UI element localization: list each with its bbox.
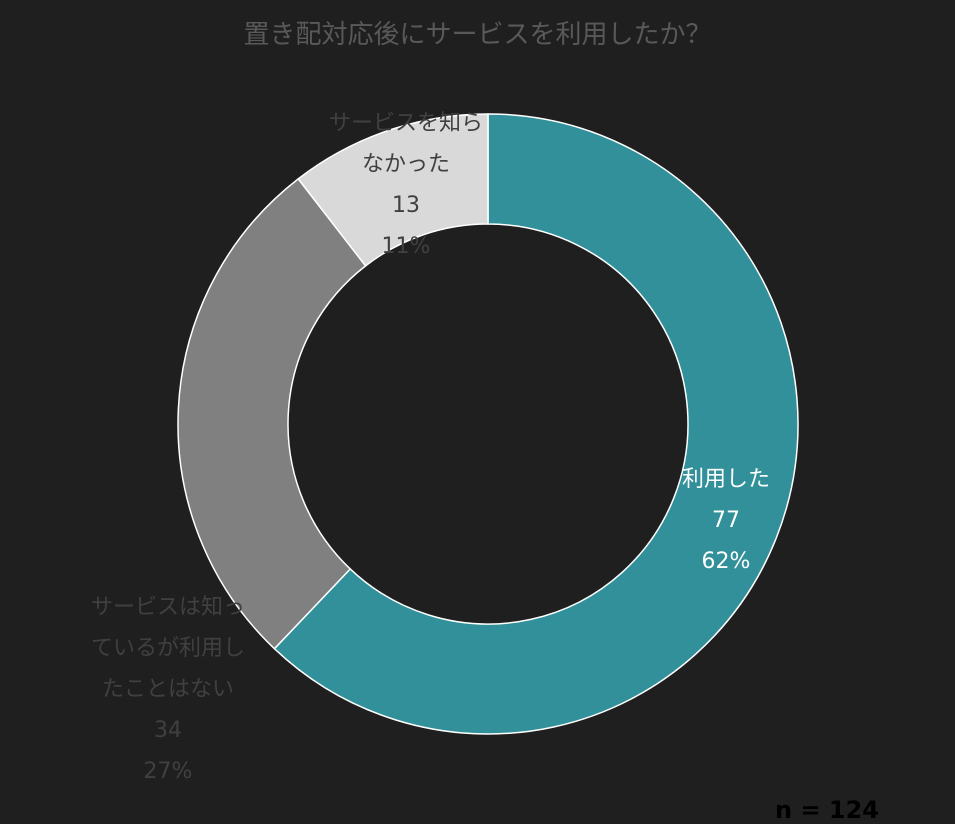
slice-label-line: サービスを知ら	[329, 111, 483, 136]
slice-label-1: サービスは知っているが利用したことはない 34 27%	[91, 595, 245, 784]
slice-labels: 利用した 77 62% サービスは知っているが利用したことはない 34 27% サービスを知…	[91, 111, 770, 784]
slice-label-line: 13	[392, 193, 420, 218]
slice-label-2: サービスを知らなかった 13 11%	[329, 111, 483, 259]
chart-title: 置き配対応後にサービスを利用したか？	[243, 20, 712, 50]
slice-label-line: 11%	[382, 234, 431, 259]
slice-label-line: 利用した	[682, 467, 770, 492]
slice-label-line: 77	[712, 508, 740, 533]
sample-size-note: n = 124	[775, 796, 880, 824]
slice-label-line: たことはない	[102, 677, 234, 702]
donut-slices	[177, 113, 799, 735]
slice-label-line: 34	[154, 718, 182, 743]
donut-slice-1	[177, 177, 367, 650]
slice-label-line: サービスは知っ	[91, 595, 245, 620]
slice-label-line: ているが利用し	[91, 636, 245, 661]
slice-label-line: 62%	[702, 549, 751, 574]
slice-label-line: 27%	[144, 759, 193, 784]
donut-slice-2	[297, 113, 489, 267]
slice-label-line: なかった	[362, 152, 450, 177]
slice-label-0: 利用した 77 62%	[682, 467, 770, 574]
donut-slice-0	[273, 113, 799, 735]
